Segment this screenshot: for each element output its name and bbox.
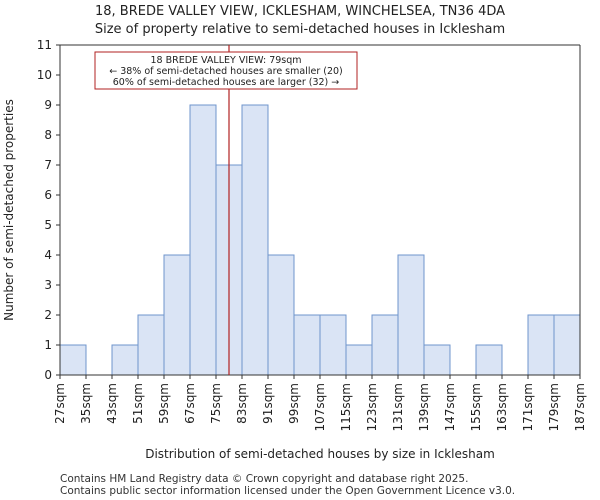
y-tick-label: 4 xyxy=(44,248,52,262)
x-tick-label: 67sqm xyxy=(183,383,197,424)
x-tick-label: 115sqm xyxy=(339,383,353,431)
y-tick-label: 8 xyxy=(44,128,52,142)
x-tick-label: 163sqm xyxy=(495,383,509,431)
histogram-bar xyxy=(423,344,451,376)
x-tick-label: 147sqm xyxy=(443,383,457,431)
x-tick-label: 131sqm xyxy=(391,383,405,431)
histogram-bar xyxy=(59,344,87,376)
x-tick-label: 83sqm xyxy=(235,383,249,424)
histogram-bar xyxy=(553,314,581,376)
x-tick-label: 179sqm xyxy=(547,383,561,431)
x-tick-label: 51sqm xyxy=(131,383,145,424)
histogram-bar xyxy=(189,104,217,376)
histogram-bar xyxy=(527,314,555,376)
x-tick-label: 59sqm xyxy=(157,383,171,424)
x-tick-label: 171sqm xyxy=(521,383,535,431)
y-tick-label: 11 xyxy=(37,38,52,52)
x-tick-label: 139sqm xyxy=(417,383,431,431)
annotation-box xyxy=(94,51,358,90)
y-tick-label: 6 xyxy=(44,188,52,202)
histogram-bar xyxy=(319,314,347,376)
x-tick-label: 155sqm xyxy=(469,383,483,431)
annotation-line: 60% of semi-detached houses are larger (… xyxy=(113,77,340,88)
histogram-bar xyxy=(111,344,139,376)
y-axis-label: Number of semi-detached properties xyxy=(2,99,16,321)
histogram-bar xyxy=(397,254,425,376)
x-tick-label: 187sqm xyxy=(573,383,587,431)
x-tick-label: 43sqm xyxy=(105,383,119,424)
y-tick-label: 10 xyxy=(37,68,52,82)
chart-subtitle: Size of property relative to semi-detach… xyxy=(94,22,506,37)
footer-line-1: Contains HM Land Registry data © Crown c… xyxy=(60,473,469,485)
x-tick-label: 107sqm xyxy=(313,383,327,431)
y-tick-label: 2 xyxy=(44,308,52,322)
y-tick-label: 0 xyxy=(44,368,52,382)
x-tick-label: 35sqm xyxy=(79,383,93,424)
y-tick-label: 1 xyxy=(44,338,52,352)
x-tick-label: 27sqm xyxy=(53,383,67,424)
y-tick-label: 7 xyxy=(44,158,52,172)
x-axis-label: Distribution of semi-detached houses by … xyxy=(145,447,495,461)
y-tick-label: 5 xyxy=(44,218,52,232)
histogram-bar xyxy=(345,344,373,376)
histogram-bar xyxy=(267,254,295,376)
y-tick-label: 3 xyxy=(44,278,52,292)
histogram-bar xyxy=(241,104,269,376)
footer-line-2: Contains public sector information licen… xyxy=(60,485,516,497)
x-tick-label: 91sqm xyxy=(261,383,275,424)
x-tick-label: 75sqm xyxy=(209,383,223,424)
annotation-line: 18 BREDE VALLEY VIEW: 79sqm xyxy=(150,55,301,66)
y-tick-label: 9 xyxy=(44,98,52,112)
x-tick-label: 99sqm xyxy=(287,383,301,424)
histogram-bar xyxy=(137,314,165,376)
annotation-line: ← 38% of semi-detached houses are smalle… xyxy=(109,66,343,77)
histogram-bar xyxy=(475,344,503,376)
histogram-bar xyxy=(293,314,321,376)
histogram-bar xyxy=(163,254,191,376)
x-tick-label: 123sqm xyxy=(365,383,379,431)
histogram-bar xyxy=(371,314,399,376)
chart-title: 18, BREDE VALLEY VIEW, ICKLESHAM, WINCHE… xyxy=(94,4,506,19)
